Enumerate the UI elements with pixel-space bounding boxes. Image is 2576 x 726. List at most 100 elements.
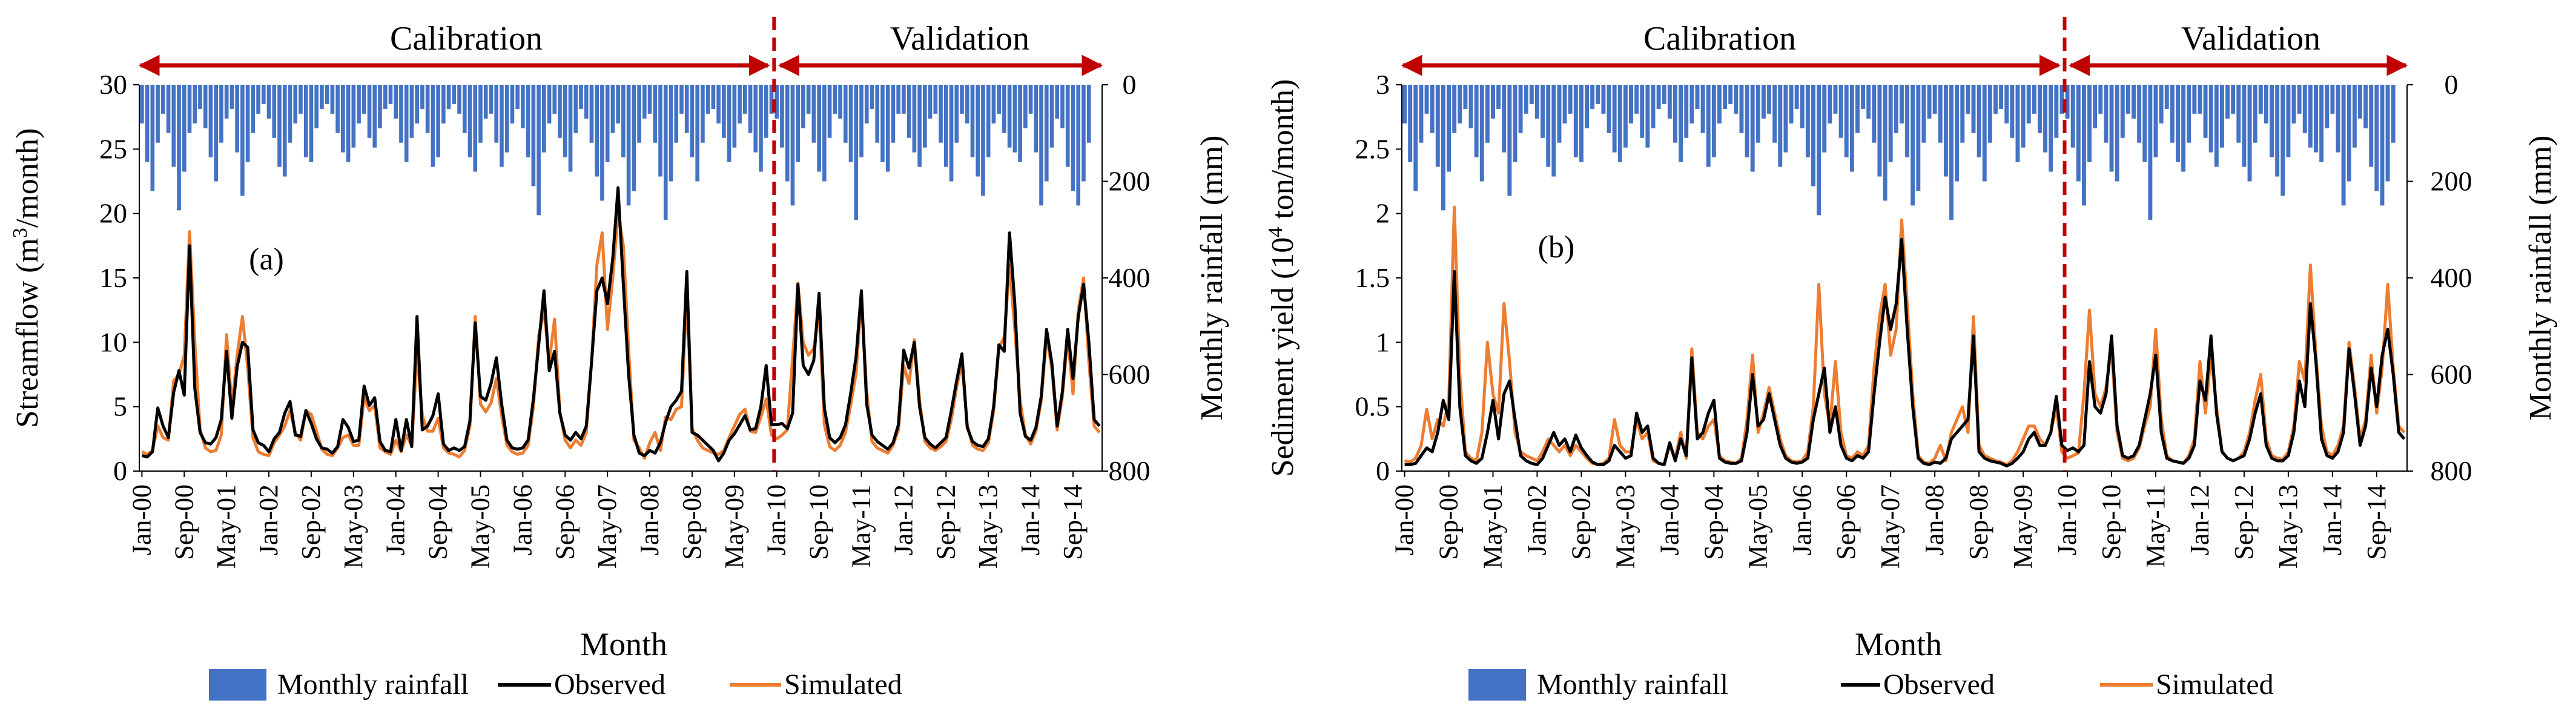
rainfall-bar <box>1844 85 1849 157</box>
rainfall-bar <box>489 85 494 114</box>
rainfall-bar <box>1474 85 1479 157</box>
rainfall-bar <box>2038 85 2042 133</box>
x-tick-label: Sep-10 <box>2096 484 2126 560</box>
rainfall-bar <box>531 85 536 186</box>
rainfall-bar <box>854 85 859 220</box>
x-axis-label: Month <box>580 626 667 662</box>
rainfall-bar <box>1557 85 1562 143</box>
rainfall-bar <box>801 85 805 128</box>
rainfall-bar <box>1855 85 1860 133</box>
rainfall-bar <box>1596 85 1600 104</box>
rainfall-bar <box>917 85 922 167</box>
rainfall-bar <box>1888 85 1893 162</box>
legend-b: Monthly rainfall Observed Simulated <box>1468 668 2274 701</box>
rainfall-bar <box>589 85 594 143</box>
rainfall-bar <box>367 85 372 138</box>
rainfall-bar <box>521 85 525 128</box>
rainfall-bar <box>2054 85 2059 138</box>
rainfall-bar <box>880 85 885 162</box>
rainfall-bar <box>441 85 446 124</box>
rainfall-bar <box>346 85 351 162</box>
x-tick-label: Sep-00 <box>1434 484 1464 560</box>
legend-rainfall-swatch <box>1468 669 1526 701</box>
rainfall-bar <box>1612 85 1617 153</box>
rainfall-bar <box>1943 85 1948 177</box>
rainfall-bar <box>928 85 933 119</box>
rainfall-bar <box>341 85 345 153</box>
rainfall-bar <box>1977 85 1981 157</box>
rainfall-bar <box>939 85 943 143</box>
rainfall-bar <box>1894 85 1898 133</box>
rainfall-bar <box>140 85 144 124</box>
legend-rainfall-label: Monthly rainfall <box>1537 668 1728 701</box>
calibration-label: Calibration <box>390 20 543 58</box>
x-tick-label: May-09 <box>719 484 749 569</box>
rainfall-bar <box>2065 85 2070 119</box>
legend-simulated-label: Simulated <box>2156 668 2274 701</box>
rainfall-bar <box>1402 85 1407 124</box>
rainfall-bar <box>1789 85 1794 124</box>
rainfall-bar <box>478 85 483 143</box>
y2-axis-label: Monthly rainfall (mm) <box>2523 136 2558 421</box>
x-tick-label: May-07 <box>1875 484 1905 569</box>
rainfall-bar <box>875 85 880 143</box>
x-tick-label: May-05 <box>465 484 495 569</box>
rainfall-bar <box>2076 85 2081 182</box>
rainfall-bar <box>727 85 732 162</box>
rainfall-bar <box>320 85 324 109</box>
rainfall-bar <box>494 85 499 143</box>
rainfall-bar <box>2120 85 2125 138</box>
rainfall-bar <box>388 85 393 104</box>
rainfall-bar <box>409 85 414 138</box>
rainfall-bar <box>330 85 335 114</box>
rainfall-bar <box>1018 85 1022 162</box>
rainfall-bar <box>843 85 848 143</box>
rainfall-bar <box>1656 85 1661 109</box>
rainfall-bar <box>1485 85 1490 143</box>
rainfall-bar <box>1623 85 1628 148</box>
rainfall-bar <box>2264 85 2268 124</box>
rainfall-bar <box>446 85 451 109</box>
y2-tick-label: 200 <box>2431 166 2472 197</box>
rainfall-bar <box>573 85 578 133</box>
y-tick-label: 20 <box>99 198 127 229</box>
rainfall-bar <box>2336 85 2340 153</box>
y2-tick-label: 0 <box>2445 69 2459 100</box>
rainfall-bar <box>1447 85 1451 172</box>
y2-tick-label: 600 <box>1109 359 1151 390</box>
rainfall-bar <box>1767 85 1771 114</box>
rainfall-bar <box>526 85 530 157</box>
rainfall-bar <box>1585 85 1590 128</box>
rainfall-bar <box>584 85 589 119</box>
rainfall-bar <box>811 85 816 143</box>
rainfall-bar <box>2341 85 2346 206</box>
rainfall-bar <box>2093 85 2098 128</box>
rainfall-bar <box>674 85 679 143</box>
panel-label: (b) <box>1538 230 1575 265</box>
x-tick-label: May-13 <box>2273 484 2303 569</box>
rainfall-bar <box>1573 85 1578 157</box>
rainfall-bar <box>1034 85 1039 153</box>
rainfall-bar <box>2374 85 2379 191</box>
rainfall-bar <box>2225 85 2230 119</box>
rainfall-bar <box>362 85 366 114</box>
rainfall-bar <box>171 85 176 167</box>
rainfall-bar <box>2242 85 2247 167</box>
rainfall-bar <box>230 85 234 109</box>
rainfall-bar <box>1877 85 1882 177</box>
rainfall-bar <box>2142 85 2147 162</box>
rainfall-bar <box>1491 85 1495 119</box>
rainfall-bar <box>1817 85 1821 216</box>
rainfall-bar <box>2270 85 2274 157</box>
rainfall-bar <box>1667 85 1672 119</box>
rainfall-bar <box>965 85 969 124</box>
rainfall-bar <box>1071 85 1075 191</box>
x-tick-label: Jan-10 <box>762 484 791 555</box>
rainfall-bar <box>1590 85 1595 109</box>
rainfall-bar <box>1634 85 1639 114</box>
rainfall-bar <box>224 85 229 119</box>
rainfall-bar <box>864 85 869 124</box>
rainfall-bar <box>1911 85 1915 206</box>
rainfall-bar <box>1408 85 1413 162</box>
